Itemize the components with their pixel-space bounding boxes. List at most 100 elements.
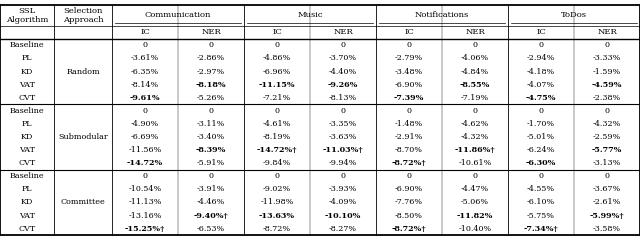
Text: NER: NER: [465, 28, 485, 36]
Text: -4.59%: -4.59%: [592, 81, 622, 89]
Text: -5.77%: -5.77%: [592, 146, 622, 154]
Text: PL: PL: [22, 54, 33, 62]
Text: -11.56%: -11.56%: [128, 146, 162, 154]
Text: -4.18%: -4.18%: [527, 68, 555, 76]
Text: -11.86%†: -11.86%†: [454, 146, 495, 154]
Text: -6.30%: -6.30%: [526, 159, 556, 167]
Text: -4.84%: -4.84%: [461, 68, 489, 76]
Text: NER: NER: [333, 28, 353, 36]
Text: -10.40%: -10.40%: [458, 225, 492, 233]
Text: -8.18%: -8.18%: [196, 81, 227, 89]
Text: KD: KD: [21, 133, 33, 141]
Text: 0: 0: [406, 41, 412, 49]
Text: 0: 0: [143, 107, 147, 115]
Text: -4.40%: -4.40%: [329, 68, 357, 76]
Text: -3.67%: -3.67%: [593, 185, 621, 193]
Text: -9.26%: -9.26%: [328, 81, 358, 89]
Text: -6.90%: -6.90%: [395, 185, 423, 193]
Text: 0: 0: [605, 107, 609, 115]
Text: -5.91%: -5.91%: [197, 159, 225, 167]
Text: -9.94%: -9.94%: [329, 159, 357, 167]
Text: Music: Music: [297, 11, 323, 19]
Text: 0: 0: [538, 41, 543, 49]
Text: 0: 0: [605, 172, 609, 180]
Text: -5.01%: -5.01%: [527, 133, 555, 141]
Text: IC: IC: [536, 28, 546, 36]
Text: 0: 0: [209, 41, 214, 49]
Text: -4.47%: -4.47%: [461, 185, 489, 193]
Text: -9.61%: -9.61%: [130, 94, 160, 102]
Text: 0: 0: [406, 107, 412, 115]
Text: 0: 0: [143, 172, 147, 180]
Text: -10.61%: -10.61%: [458, 159, 492, 167]
Text: 0: 0: [472, 107, 477, 115]
Text: -14.72%: -14.72%: [127, 159, 163, 167]
Text: 0: 0: [143, 41, 147, 49]
Text: -8.27%: -8.27%: [329, 225, 357, 233]
Text: -3.70%: -3.70%: [329, 54, 357, 62]
Text: -4.90%: -4.90%: [131, 120, 159, 128]
Text: -11.15%: -11.15%: [259, 81, 295, 89]
Text: -2.79%: -2.79%: [395, 54, 423, 62]
Text: -3.35%: -3.35%: [329, 120, 357, 128]
Text: -5.99%†: -5.99%†: [589, 212, 624, 220]
Text: -6.53%: -6.53%: [197, 225, 225, 233]
Text: 0: 0: [605, 41, 609, 49]
Text: 0: 0: [472, 41, 477, 49]
Text: -10.10%: -10.10%: [325, 212, 361, 220]
Text: IC: IC: [404, 28, 414, 36]
Text: -4.06%: -4.06%: [461, 54, 489, 62]
Text: 0: 0: [406, 172, 412, 180]
Text: -6.69%: -6.69%: [131, 133, 159, 141]
Text: -8.72%†: -8.72%†: [392, 159, 426, 167]
Text: Notifications: Notifications: [415, 11, 469, 19]
Text: -7.21%: -7.21%: [263, 94, 291, 102]
Text: -4.86%: -4.86%: [263, 54, 291, 62]
Text: -2.61%: -2.61%: [593, 198, 621, 206]
Text: 0: 0: [209, 107, 214, 115]
Text: -7.39%: -7.39%: [394, 94, 424, 102]
Text: 0: 0: [472, 172, 477, 180]
Text: VAT: VAT: [19, 81, 35, 89]
Text: Baseline: Baseline: [10, 107, 45, 115]
Text: -2.97%: -2.97%: [197, 68, 225, 76]
Text: -3.11%: -3.11%: [197, 120, 225, 128]
Text: -4.46%: -4.46%: [197, 198, 225, 206]
Text: -2.86%: -2.86%: [197, 54, 225, 62]
Text: -8.50%: -8.50%: [395, 212, 423, 220]
Text: -5.75%: -5.75%: [527, 212, 555, 220]
Text: KD: KD: [21, 198, 33, 206]
Text: -2.38%: -2.38%: [593, 94, 621, 102]
Text: -8.39%: -8.39%: [196, 146, 226, 154]
Text: -8.13%: -8.13%: [329, 94, 357, 102]
Text: -10.54%: -10.54%: [129, 185, 162, 193]
Text: PL: PL: [22, 185, 33, 193]
Text: -8.72%†: -8.72%†: [392, 225, 426, 233]
Text: -7.34%†: -7.34%†: [524, 225, 558, 233]
Text: -6.35%: -6.35%: [131, 68, 159, 76]
Text: -3.93%: -3.93%: [329, 185, 357, 193]
Text: -1.59%: -1.59%: [593, 68, 621, 76]
Text: 0: 0: [275, 107, 280, 115]
Text: NER: NER: [597, 28, 617, 36]
Text: -14.72%†: -14.72%†: [257, 146, 297, 154]
Text: VAT: VAT: [19, 212, 35, 220]
Text: -6.96%: -6.96%: [263, 68, 291, 76]
Text: NER: NER: [201, 28, 221, 36]
Text: Baseline: Baseline: [10, 172, 45, 180]
Text: -4.07%: -4.07%: [527, 81, 555, 89]
Text: -8.72%: -8.72%: [263, 225, 291, 233]
Text: -4.62%: -4.62%: [461, 120, 489, 128]
Text: IC: IC: [140, 28, 150, 36]
Text: 0: 0: [209, 172, 214, 180]
Text: -4.75%: -4.75%: [525, 94, 556, 102]
Text: 0: 0: [340, 172, 346, 180]
Text: CVT: CVT: [19, 159, 36, 167]
Text: Committee: Committee: [61, 198, 106, 206]
Text: -4.32%: -4.32%: [593, 120, 621, 128]
Text: 0: 0: [340, 107, 346, 115]
Text: -3.13%: -3.13%: [593, 159, 621, 167]
Text: -8.19%: -8.19%: [263, 133, 291, 141]
Text: Random: Random: [67, 68, 100, 76]
Text: SSL
Algorithm: SSL Algorithm: [6, 7, 49, 24]
